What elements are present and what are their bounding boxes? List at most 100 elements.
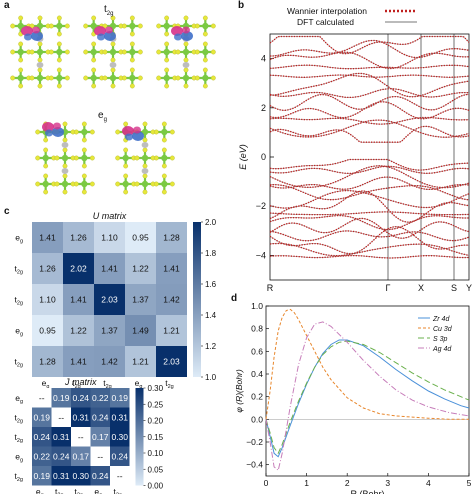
ligand-atom bbox=[56, 83, 62, 89]
heatmap-cell bbox=[156, 253, 187, 284]
ligand-atom bbox=[43, 137, 49, 143]
ligand-atom bbox=[91, 83, 97, 89]
heatmap-value: -- bbox=[97, 451, 103, 461]
series-line-2 bbox=[265, 340, 470, 455]
ligand-atom bbox=[183, 41, 189, 47]
orbital-lobe bbox=[171, 26, 183, 36]
heatmap-row-label: eg bbox=[15, 233, 23, 245]
heatmap-cell bbox=[63, 346, 94, 377]
metal-atom bbox=[161, 154, 168, 162]
k-point-label: R bbox=[267, 283, 274, 293]
ligand-atom bbox=[142, 121, 148, 127]
heatmap-value: 0.19 bbox=[111, 393, 128, 403]
dft-band bbox=[269, 159, 470, 171]
colorbar-tick-label: 0.05 bbox=[148, 465, 164, 474]
metal-atom bbox=[163, 22, 170, 30]
legend-label-0: Zr 4d bbox=[432, 316, 450, 323]
colorbar-tick-label: 0.30 bbox=[148, 384, 164, 393]
heatmap-value: -- bbox=[39, 393, 45, 403]
ligand-atom bbox=[62, 189, 68, 195]
metal-atom bbox=[122, 180, 129, 188]
heatmap-value: 1.37 bbox=[132, 295, 149, 305]
wannier-band bbox=[269, 35, 470, 55]
heatmap-cell bbox=[51, 446, 71, 466]
cation-atom bbox=[61, 168, 69, 174]
ligand-atom bbox=[89, 155, 95, 161]
heatmap-col-label: eg bbox=[42, 378, 50, 390]
ligand-atom bbox=[115, 155, 121, 161]
ligand-atom bbox=[134, 181, 140, 187]
y-tick-label: 1.0 bbox=[251, 301, 263, 311]
y-tick-label: −0.2 bbox=[246, 437, 263, 447]
heatmap-row-label-sub: g bbox=[20, 457, 23, 463]
eg-label-main: e bbox=[98, 110, 104, 121]
heatmap-2: J matrix-- 0.19 0.24 0.22 0.190.19 -- 0.31 0.24… bbox=[15, 377, 164, 499]
wannier-band bbox=[269, 226, 470, 255]
metal-atom bbox=[202, 22, 209, 30]
ligand-atom bbox=[10, 49, 16, 55]
ligand-atom bbox=[161, 189, 167, 195]
orbital-lobe bbox=[94, 26, 106, 36]
heatmap-col-label: eg bbox=[94, 487, 102, 495]
ligand-atom bbox=[134, 155, 140, 161]
orbital-lobe bbox=[125, 133, 133, 141]
heatmap-cell bbox=[71, 388, 91, 408]
ligand-atom bbox=[115, 129, 121, 135]
x-tick-label: 3 bbox=[385, 478, 390, 488]
dft-band bbox=[269, 88, 470, 98]
ligand-atom bbox=[91, 41, 97, 47]
ligand-atom bbox=[110, 83, 116, 89]
heatmap-value: 1.21 bbox=[132, 357, 149, 367]
heatmap-value: 1.49 bbox=[132, 326, 149, 336]
orbital-lobe bbox=[133, 126, 141, 134]
cation-atom bbox=[141, 168, 149, 174]
colorbar bbox=[135, 388, 144, 486]
ligand-atom bbox=[56, 41, 62, 47]
ligand-atom bbox=[35, 129, 41, 135]
heatmap-row-label: eg bbox=[15, 393, 23, 405]
heatmap-row-label-sub: 2g bbox=[17, 438, 23, 444]
heatmap-cell bbox=[90, 427, 110, 447]
heatmap-cell bbox=[110, 427, 130, 447]
metal-atom bbox=[90, 74, 97, 82]
ligand-atom bbox=[123, 173, 129, 179]
orbital-lobe bbox=[174, 33, 182, 41]
metal-atom bbox=[56, 74, 63, 82]
heatmap-value: 1.42 bbox=[163, 295, 180, 305]
ligand-atom bbox=[62, 147, 68, 153]
legend-label-1: Cu 3d bbox=[433, 326, 453, 333]
series-line-3 bbox=[265, 321, 470, 472]
ligand-atom bbox=[64, 49, 70, 55]
ligand-atom bbox=[18, 41, 24, 47]
y-tick-label: 0.6 bbox=[251, 346, 263, 356]
ligand-atom bbox=[123, 147, 129, 153]
heatmap-col-label: t2g bbox=[75, 487, 84, 495]
ligand-atom bbox=[37, 15, 43, 21]
k-point-label: Γ bbox=[386, 283, 391, 293]
wannier-band bbox=[269, 88, 470, 99]
k-point-label: X bbox=[418, 283, 424, 293]
heatmap-value: 0.17 bbox=[72, 451, 89, 461]
heatmap-row-label-sub: g bbox=[20, 239, 23, 245]
heatmap-cell bbox=[63, 253, 94, 284]
heatmap-title: U matrix bbox=[93, 211, 127, 221]
heatmap-cell bbox=[51, 427, 71, 447]
wannier-band bbox=[269, 190, 470, 223]
wannier-band bbox=[269, 176, 470, 191]
heatmap-col-label-sub: 2g bbox=[168, 384, 174, 390]
heatmap-cell bbox=[71, 446, 91, 466]
orbital-lobe bbox=[52, 127, 64, 137]
radial-y-axis-label: φ (R)(Bohr) bbox=[234, 369, 244, 412]
metal-atom bbox=[141, 154, 149, 162]
heatmap-value: 1.37 bbox=[101, 326, 118, 336]
heatmap-row-label-sub: 2g bbox=[17, 418, 23, 424]
colorbar-tick-label: 1.0 bbox=[205, 373, 217, 382]
metal-atom bbox=[17, 74, 24, 82]
ligand-atom bbox=[73, 129, 79, 135]
heatmap-value: 0.22 bbox=[92, 393, 109, 403]
heatmap-cell bbox=[51, 407, 71, 427]
wannier-band bbox=[269, 64, 470, 70]
ligand-atom bbox=[202, 67, 208, 73]
panel-b-letter: b bbox=[238, 0, 245, 11]
